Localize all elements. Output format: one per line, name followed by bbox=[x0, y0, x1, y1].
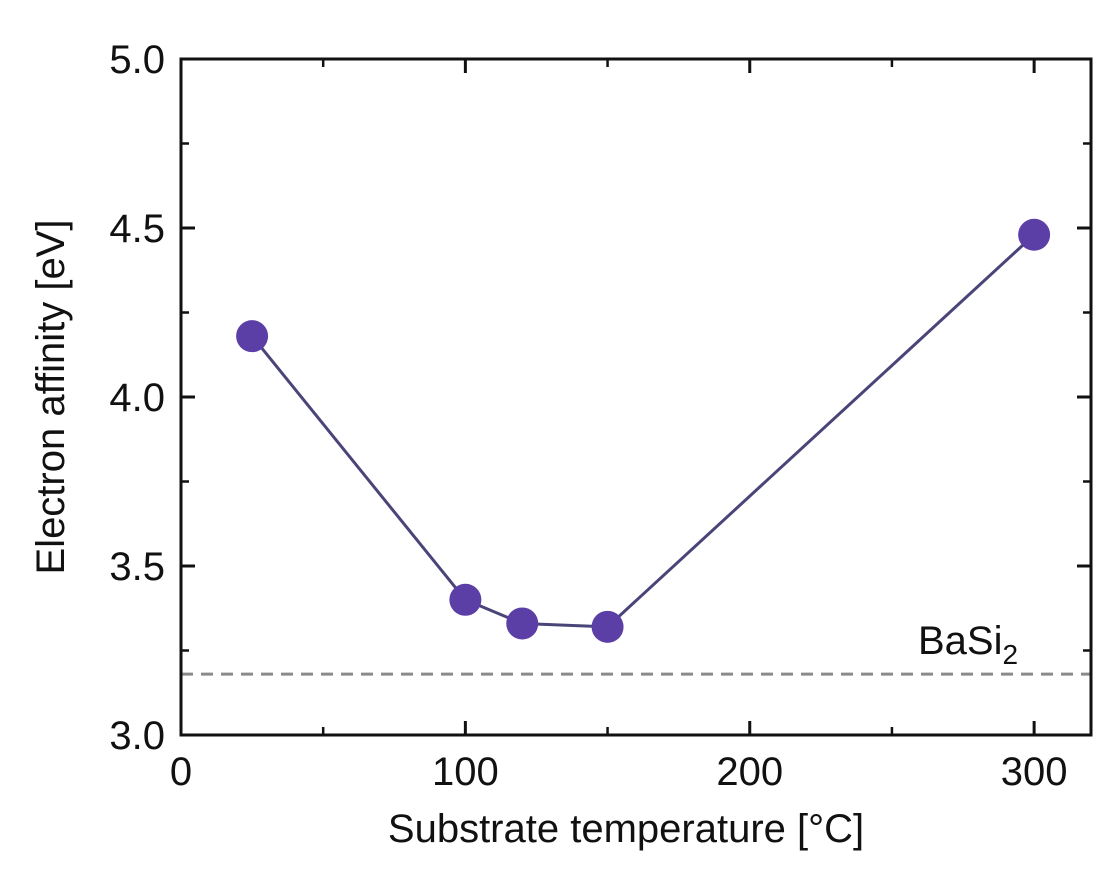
y-tick-labels: 3.0 3.5 4.0 4.5 5.0 bbox=[109, 38, 165, 758]
data-point bbox=[449, 583, 482, 616]
reference-label-text: BaSi bbox=[918, 619, 1003, 663]
data-point bbox=[1018, 218, 1051, 251]
data-point bbox=[236, 320, 269, 353]
x-axis-title: Substrate temperature [°C] bbox=[388, 807, 864, 851]
y-tick-label: 5.0 bbox=[109, 38, 165, 82]
series-line-segment bbox=[606, 233, 1036, 628]
y-tick-label: 3.5 bbox=[109, 545, 165, 589]
reference-label-subscript: 2 bbox=[1003, 639, 1019, 670]
x-tick-label: 0 bbox=[170, 750, 192, 794]
reference-label: BaSi2 bbox=[918, 619, 1018, 670]
data-point bbox=[506, 607, 539, 640]
y-tick-label: 4.0 bbox=[109, 376, 165, 420]
plot-frame bbox=[179, 57, 1093, 737]
series-line-segment bbox=[250, 335, 467, 601]
x-tick-label: 300 bbox=[1001, 750, 1068, 794]
series-points bbox=[236, 218, 1051, 643]
series-lines bbox=[250, 233, 1036, 629]
x-tick-label: 200 bbox=[716, 750, 783, 794]
y-axis-title: Electron affinity [eV] bbox=[29, 220, 73, 575]
data-point bbox=[591, 610, 624, 643]
y-tick-label: 3.0 bbox=[109, 714, 165, 758]
x-tick-labels: 0 100 200 300 bbox=[170, 750, 1068, 794]
y-tick-label: 4.5 bbox=[109, 207, 165, 251]
x-tick-label: 100 bbox=[432, 750, 499, 794]
